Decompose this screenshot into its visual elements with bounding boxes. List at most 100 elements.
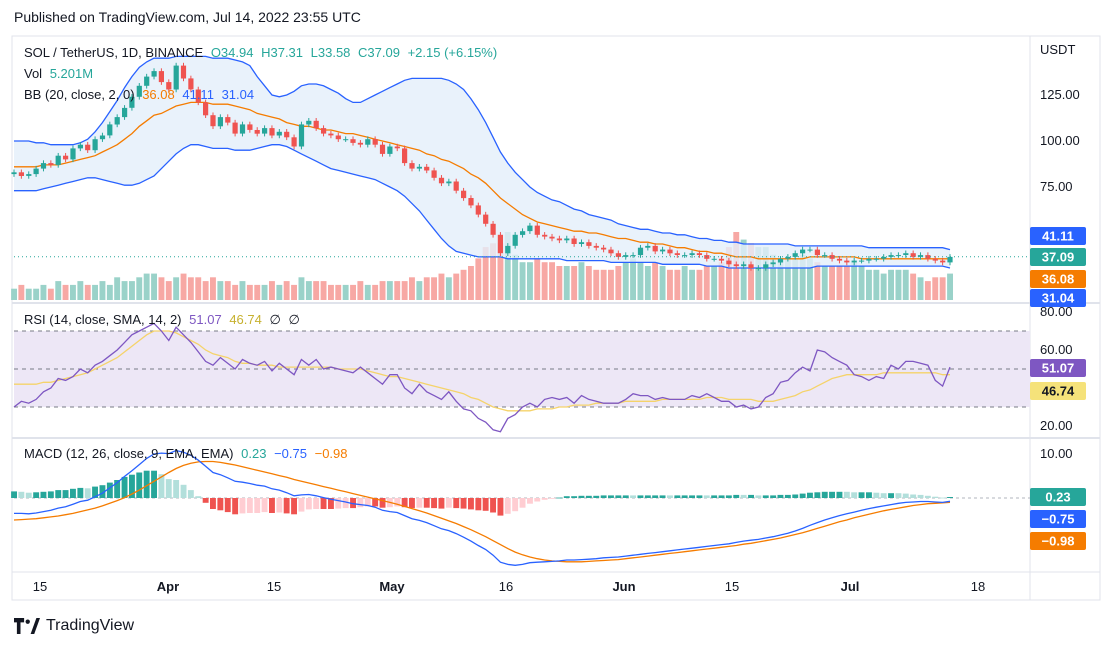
candle-body <box>932 258 938 261</box>
tradingview-footer[interactable]: TradingView <box>14 617 134 635</box>
candle-body <box>888 255 894 257</box>
candle-body <box>217 117 223 127</box>
volume-bar <box>372 284 379 300</box>
candle-body <box>601 247 607 250</box>
volume-label[interactable]: Vol <box>24 66 43 81</box>
macd-hist-bar <box>939 497 946 499</box>
candle-body <box>785 256 791 259</box>
candle-body <box>814 249 820 256</box>
candle-body <box>446 181 452 184</box>
volume-bar <box>696 269 703 300</box>
volume-bar <box>571 266 578 300</box>
macd-hist-bar <box>527 498 533 504</box>
candle-body <box>564 238 570 241</box>
volume-bar <box>924 281 931 300</box>
volume-bar <box>254 284 261 300</box>
rsi-label[interactable]: RSI (14, close, SMA, 14, 2) <box>24 312 182 327</box>
candle-body <box>623 255 629 257</box>
macd-hist-bar <box>445 498 452 508</box>
candle-body <box>180 65 187 79</box>
volume-bar <box>519 262 526 300</box>
macd-hist-bar <box>409 498 415 509</box>
macd-hist-bar <box>460 498 467 509</box>
candle-body <box>402 148 408 164</box>
candle-body <box>859 260 865 262</box>
time-tick-label: 16 <box>499 579 513 594</box>
price-tick-label: 125.00 <box>1040 87 1080 102</box>
volume-bar <box>386 281 393 300</box>
bb-label[interactable]: BB (20, close, 2, 0) <box>24 87 135 102</box>
rsi-line <box>13 322 951 433</box>
macd-hist-bar <box>114 480 121 498</box>
macd-hist-bar <box>357 498 364 508</box>
candle-body <box>365 139 371 145</box>
candle-body <box>844 260 850 263</box>
macd-hist-bar <box>416 498 423 508</box>
candle-body <box>630 255 636 257</box>
macd-hist-bar <box>748 494 754 498</box>
volume-bar <box>114 277 121 300</box>
candle-body <box>188 78 194 90</box>
volume-bar <box>364 284 371 300</box>
candle-body <box>792 253 798 257</box>
candle-body <box>542 234 548 237</box>
volume-bar <box>888 269 894 300</box>
macd-hist-bar <box>814 492 821 498</box>
macd-hist-bar <box>217 498 224 511</box>
macd-hist-bar <box>276 498 283 513</box>
volume-bar <box>534 258 541 300</box>
macd-hist-bar <box>667 495 673 498</box>
candle-body <box>556 238 562 241</box>
candle-body <box>247 124 253 130</box>
volume-bar <box>814 262 821 300</box>
volume-bar <box>55 281 62 300</box>
volume-bar <box>431 277 437 300</box>
macd-hist-bar <box>62 490 69 498</box>
rsi-tick-label: 80.00 <box>1040 304 1073 319</box>
macd-hist-bar <box>224 498 231 513</box>
tradingview-brand: TradingView <box>46 617 135 634</box>
candle-body <box>645 245 651 248</box>
bb-lower-value: 31.04 <box>221 87 255 102</box>
symbol-label[interactable]: SOL / TetherUS, 1D, BINANCE <box>24 45 204 60</box>
rsi-pill: 51.07 <box>1042 361 1075 376</box>
macd-hist-bar <box>821 491 828 498</box>
volume-bar <box>637 262 644 300</box>
candle-body <box>866 258 872 261</box>
candle-body <box>903 253 909 255</box>
volume-bar <box>143 273 150 300</box>
volume-bar <box>718 262 725 300</box>
price-pill-bg <box>1030 227 1086 245</box>
macd-hist-bar <box>696 495 703 498</box>
candle-body <box>357 142 363 145</box>
macd-hist-bar <box>129 474 135 498</box>
macd-hist-bar <box>851 492 858 498</box>
macd-label[interactable]: MACD (12, 26, close, 9, EMA, EMA) <box>24 446 234 461</box>
volume-bar <box>99 281 106 300</box>
volume-bar <box>902 269 909 300</box>
candle-body <box>755 268 761 269</box>
macd-hist-bar <box>165 479 172 498</box>
candle-body <box>497 234 503 254</box>
macd-hist-bar <box>652 495 659 498</box>
volume-bar <box>165 281 172 300</box>
candle-body <box>328 133 334 136</box>
volume-bar <box>453 273 460 300</box>
volume-bar <box>497 243 504 300</box>
rsi-legend: RSI (14, close, SMA, 14, 2) 51.07 46.74 … <box>24 311 304 329</box>
macd-hist-bar <box>895 493 902 498</box>
macd-hist-bar <box>917 494 924 498</box>
macd-tick-label: 10.00 <box>1040 446 1073 461</box>
rsi-pill-bg <box>1030 359 1086 377</box>
volume-bar <box>202 281 209 300</box>
macd-hist-bar <box>932 496 939 498</box>
macd-hist-bar <box>92 486 98 498</box>
macd-hist-bar <box>888 493 894 498</box>
candle-body <box>571 238 577 244</box>
volume-bar <box>70 284 76 300</box>
volume-bar <box>62 284 69 300</box>
macd-hist-bar <box>33 492 40 498</box>
volume-bar <box>674 269 681 300</box>
rsi-tick-label: 20.00 <box>1040 418 1073 433</box>
